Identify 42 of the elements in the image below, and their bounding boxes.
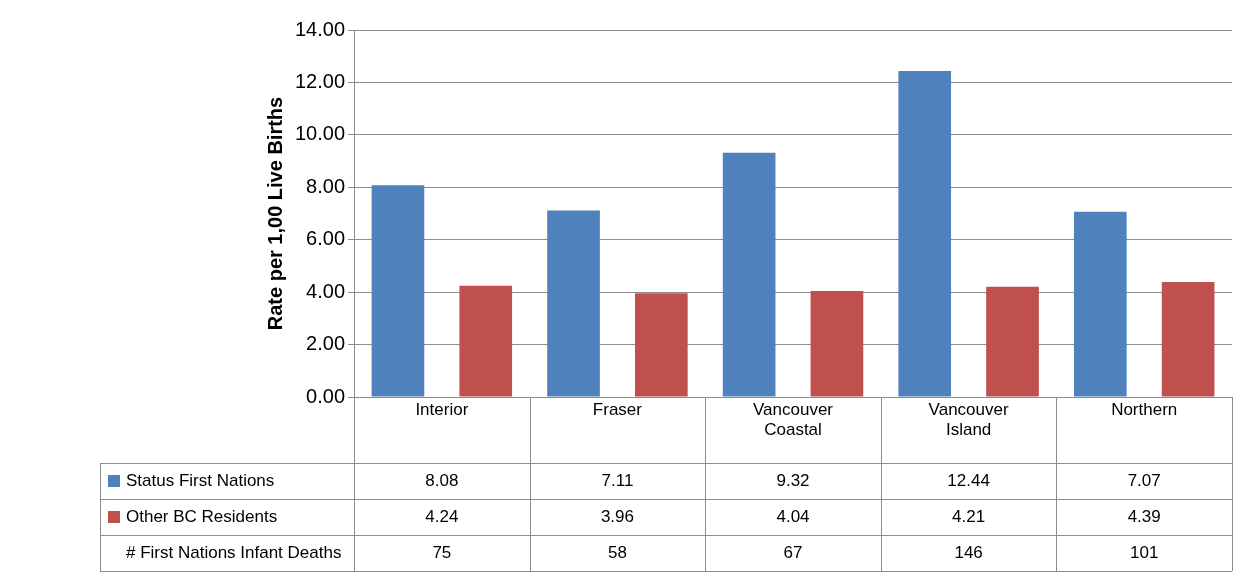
y-tick-label: 4.00 xyxy=(306,279,346,302)
data-label: 7.11 xyxy=(601,470,634,490)
y-tick-label: 12.00 xyxy=(294,69,346,92)
x-tick-label: Fraser xyxy=(592,399,643,419)
data-label: 4.39 xyxy=(1127,506,1161,526)
text: 101 xyxy=(1130,542,1159,562)
data-label: 4.04 xyxy=(776,506,810,526)
bar xyxy=(722,152,776,397)
text: 67 xyxy=(783,542,803,562)
bar xyxy=(810,291,864,397)
bar xyxy=(986,286,1039,397)
data-label: 12.44 xyxy=(947,470,990,490)
bar xyxy=(898,70,952,397)
y-tick-label: 10.00 xyxy=(294,122,346,145)
text: 58 xyxy=(607,542,627,562)
legend-label: Other BC Residents xyxy=(126,506,278,526)
text: 75 xyxy=(432,542,452,562)
bar xyxy=(1161,281,1215,397)
y-tick-label: 6.00 xyxy=(306,227,346,250)
y-tick-label: 8.00 xyxy=(306,174,346,197)
data-label: 4.21 xyxy=(952,506,986,526)
text: # First Nations Infant Deaths xyxy=(126,542,342,562)
x-tick-label: Northern xyxy=(1111,399,1178,419)
y-tick-label: 0.00 xyxy=(306,384,346,407)
data-label: 8.08 xyxy=(425,470,459,490)
data-label: 3.96 xyxy=(600,506,634,526)
y-tick-label: 2.00 xyxy=(306,332,346,355)
bar xyxy=(547,210,600,397)
legend-label: Status First Nations xyxy=(126,470,275,490)
bar xyxy=(1073,211,1127,397)
data-label: 7.07 xyxy=(1127,470,1161,490)
bar xyxy=(634,293,688,397)
x-tick-label: Interior xyxy=(415,399,469,419)
data-label: 9.32 xyxy=(776,470,810,490)
y-axis-title: Rate per 1,00 Live Births xyxy=(263,96,286,331)
text: 146 xyxy=(954,542,983,562)
bar xyxy=(371,185,425,397)
data-label: 4.24 xyxy=(425,506,459,526)
bar xyxy=(459,285,513,397)
y-tick-label: 14.00 xyxy=(294,17,346,40)
x-tick-label: Vancouver Island xyxy=(928,399,1009,440)
x-tick-label: Vancouver Coastal xyxy=(753,399,834,440)
